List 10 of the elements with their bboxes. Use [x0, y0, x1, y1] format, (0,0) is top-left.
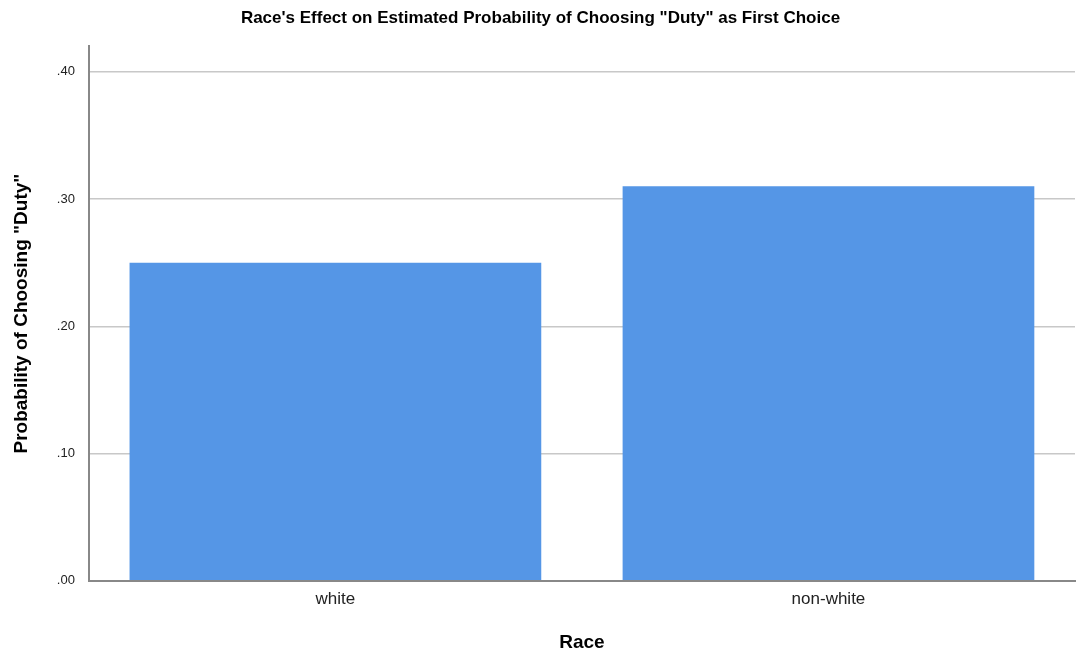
y-axis-title: Probability of Choosing "Duty"	[9, 173, 31, 454]
y-tick-label: .20	[56, 317, 75, 333]
y-tick-label: .40	[56, 63, 75, 79]
y-tick-label: .00	[56, 572, 75, 588]
x-tick-label: white	[314, 588, 356, 608]
y-tick-label: .10	[56, 445, 75, 461]
y-tick-label: .30	[56, 190, 75, 206]
x-tick-label: non-white	[791, 588, 866, 608]
x-axis-title: Race	[559, 630, 605, 652]
chart-title: Race's Effect on Estimated Probability of Choosing "Duty" as First Choice	[240, 7, 841, 27]
